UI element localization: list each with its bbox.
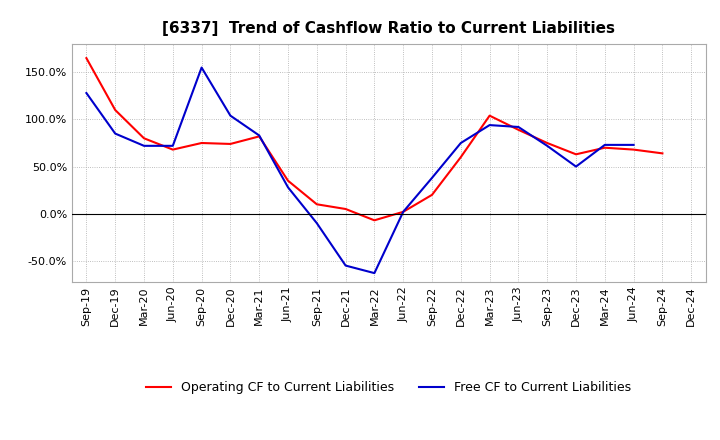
Free CF to Current Liabilities xyxy=(284,185,292,190)
Free CF to Current Liabilities xyxy=(514,125,523,130)
Free CF to Current Liabilities xyxy=(82,90,91,95)
Free CF to Current Liabilities xyxy=(226,113,235,118)
Operating CF to Current Liabilities xyxy=(572,152,580,157)
Line: Free CF to Current Liabilities: Free CF to Current Liabilities xyxy=(86,68,634,273)
Operating CF to Current Liabilities xyxy=(255,134,264,139)
Operating CF to Current Liabilities xyxy=(456,154,465,160)
Free CF to Current Liabilities xyxy=(428,175,436,180)
Free CF to Current Liabilities xyxy=(341,263,350,268)
Legend: Operating CF to Current Liabilities, Free CF to Current Liabilities: Operating CF to Current Liabilities, Fre… xyxy=(141,376,636,399)
Operating CF to Current Liabilities xyxy=(399,209,408,214)
Operating CF to Current Liabilities xyxy=(226,141,235,147)
Operating CF to Current Liabilities xyxy=(514,127,523,132)
Operating CF to Current Liabilities xyxy=(629,147,638,152)
Free CF to Current Liabilities xyxy=(197,65,206,70)
Operating CF to Current Liabilities xyxy=(485,113,494,118)
Operating CF to Current Liabilities xyxy=(168,147,177,152)
Free CF to Current Liabilities xyxy=(399,209,408,214)
Operating CF to Current Liabilities xyxy=(82,55,91,61)
Free CF to Current Liabilities xyxy=(312,220,321,226)
Free CF to Current Liabilities xyxy=(370,271,379,276)
Free CF to Current Liabilities xyxy=(168,143,177,148)
Operating CF to Current Liabilities xyxy=(284,178,292,183)
Operating CF to Current Liabilities xyxy=(312,202,321,207)
Free CF to Current Liabilities xyxy=(543,143,552,148)
Operating CF to Current Liabilities xyxy=(341,206,350,212)
Operating CF to Current Liabilities xyxy=(370,218,379,223)
Free CF to Current Liabilities xyxy=(600,142,609,147)
Title: [6337]  Trend of Cashflow Ratio to Current Liabilities: [6337] Trend of Cashflow Ratio to Curren… xyxy=(162,21,616,36)
Operating CF to Current Liabilities xyxy=(111,107,120,113)
Operating CF to Current Liabilities xyxy=(658,151,667,156)
Free CF to Current Liabilities xyxy=(140,143,148,148)
Operating CF to Current Liabilities xyxy=(197,140,206,146)
Free CF to Current Liabilities xyxy=(629,142,638,147)
Free CF to Current Liabilities xyxy=(111,131,120,136)
Free CF to Current Liabilities xyxy=(572,164,580,169)
Line: Operating CF to Current Liabilities: Operating CF to Current Liabilities xyxy=(86,58,662,220)
Operating CF to Current Liabilities xyxy=(600,145,609,150)
Operating CF to Current Liabilities xyxy=(140,136,148,141)
Free CF to Current Liabilities xyxy=(255,133,264,138)
Operating CF to Current Liabilities xyxy=(428,192,436,198)
Free CF to Current Liabilities xyxy=(485,122,494,128)
Operating CF to Current Liabilities xyxy=(543,140,552,146)
Free CF to Current Liabilities xyxy=(456,140,465,146)
